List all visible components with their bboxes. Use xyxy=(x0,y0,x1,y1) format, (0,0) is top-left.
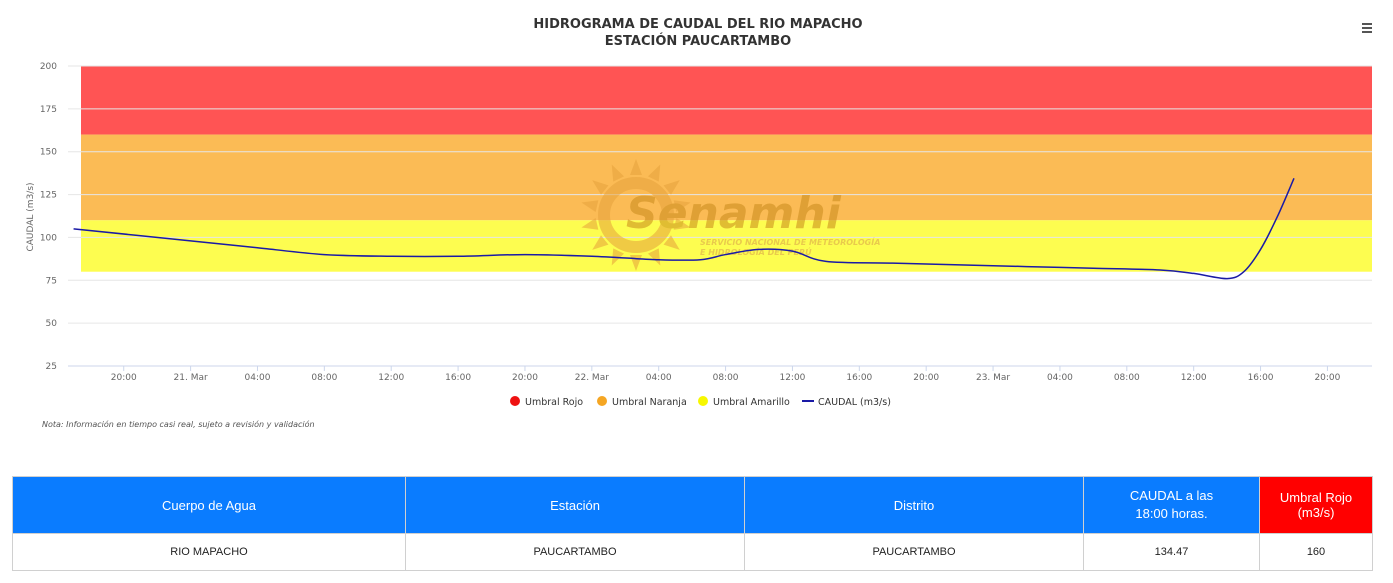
band-umbral-rojo xyxy=(81,66,1372,135)
header-caudal: CAUDAL a las 18:00 horas. xyxy=(1083,476,1260,534)
legend-item[interactable]: Umbral Naranja xyxy=(612,397,687,408)
sun-ray xyxy=(647,164,661,182)
header-caudal-line2: 18:00 horas. xyxy=(1135,506,1208,521)
hydrograph-chart: Senamhi SERVICIO NACIONAL DE METEOROLOGÍ… xyxy=(26,17,1376,429)
table-row: RIO MAPACHO PAUCARTAMBO PAUCARTAMBO 134.… xyxy=(12,533,1373,571)
chart-title: HIDROGRAMA DE CAUDAL DEL RIO MAPACHO xyxy=(533,17,862,32)
x-tick-label: 16:00 xyxy=(1248,373,1274,383)
x-tick-label: 22. Mar xyxy=(575,373,609,383)
chart-subtitle: ESTACIÓN PAUCARTAMBO xyxy=(605,33,791,49)
y-tick-label: 150 xyxy=(40,148,57,158)
watermark-line2: E HIDROLOGÍA DEL PERÚ xyxy=(700,246,812,257)
sun-ray xyxy=(611,164,625,182)
watermark-brand: Senamhi xyxy=(626,188,842,239)
x-tick-label: 20:00 xyxy=(1314,373,1340,383)
legend-item[interactable]: Umbral Amarillo xyxy=(713,397,790,408)
x-tick-label: 08:00 xyxy=(713,373,739,383)
x-axis: 20:00 21. Mar 04:00 08:00 12:00 16:00 20:00 22.… xyxy=(68,365,1372,383)
x-tick-label: 04:00 xyxy=(1047,373,1073,383)
sun-ray xyxy=(647,248,661,266)
chart-note: Nota: Información en tiempo casi real, s… xyxy=(42,419,315,429)
header-estacion: Estación xyxy=(405,476,745,534)
sun-ray xyxy=(630,159,642,175)
series-layer xyxy=(73,178,1295,280)
sun-ray xyxy=(592,180,609,195)
header-umbral-rojo: Umbral Rojo (m3/s) xyxy=(1259,476,1373,534)
sun-ray xyxy=(592,235,609,250)
y-axis: 25 50 75 100 125 150 175 200 xyxy=(40,62,57,372)
y-tick-label: 125 xyxy=(40,191,57,201)
y-tick-label: 25 xyxy=(46,362,57,372)
sun-ray xyxy=(673,200,691,212)
legend-item[interactable]: CAUDAL (m3/s) xyxy=(818,397,891,408)
table-header-row: Cuerpo de Agua Estación Distrito CAUDAL … xyxy=(12,476,1373,534)
x-tick-label: 04:00 xyxy=(245,373,271,383)
senamhi-watermark: Senamhi SERVICIO NACIONAL DE METEOROLOGÍ… xyxy=(581,159,880,271)
station-table: Cuerpo de Agua Estación Distrito CAUDAL … xyxy=(12,476,1373,571)
sun-logo-icon xyxy=(581,159,691,271)
legend-symbol-umbral-rojo xyxy=(510,396,520,406)
x-tick-label: 20:00 xyxy=(111,373,137,383)
legend-symbol-umbral-amarillo xyxy=(698,396,708,406)
y-tick-label: 175 xyxy=(40,105,57,115)
chart-legend: Umbral Rojo Umbral Naranja Umbral Amarillo… xyxy=(510,396,891,408)
sun-ray xyxy=(673,218,691,230)
x-tick-label: 12:00 xyxy=(1181,373,1207,383)
header-distrito: Distrito xyxy=(744,476,1084,534)
sun-ray xyxy=(663,180,680,195)
watermark-line1: SERVICIO NACIONAL DE METEOROLOGÍA xyxy=(700,236,880,247)
sun-ray xyxy=(663,235,680,250)
y-axis-title: CAUDAL (m3/s) xyxy=(26,182,36,251)
cell-umbral-rojo: 160 xyxy=(1259,533,1373,571)
x-tick-label: 16:00 xyxy=(445,373,471,383)
legend-symbol-umbral-naranja xyxy=(597,396,607,406)
x-tick-label: 23. Mar xyxy=(976,373,1010,383)
cell-cuerpo-de-agua: RIO MAPACHO xyxy=(12,533,406,571)
cell-distrito: PAUCARTAMBO xyxy=(744,533,1084,571)
x-tick-label: 21. Mar xyxy=(174,373,208,383)
x-tick-label: 04:00 xyxy=(646,373,672,383)
series-line-caudal xyxy=(73,178,1295,280)
threshold-bands xyxy=(81,66,1372,272)
y-tick-label: 50 xyxy=(46,319,58,329)
cell-caudal: 134.47 xyxy=(1083,533,1260,571)
header-cuerpo-de-agua: Cuerpo de Agua xyxy=(12,476,406,534)
sun-ray xyxy=(581,218,599,230)
x-tick-label: 08:00 xyxy=(1114,373,1140,383)
band-umbral-naranja xyxy=(81,134,1372,221)
cell-estacion: PAUCARTAMBO xyxy=(405,533,745,571)
band-umbral-amarillo xyxy=(81,220,1372,272)
x-tick-label: 12:00 xyxy=(378,373,404,383)
x-tick-label: 12:00 xyxy=(779,373,805,383)
y-tick-label: 100 xyxy=(40,233,57,243)
y-tick-label: 200 xyxy=(40,62,57,72)
x-tick-label: 08:00 xyxy=(311,373,337,383)
chart-svg: Senamhi SERVICIO NACIONAL DE METEOROLOGÍ… xyxy=(26,17,1372,429)
x-tick-label: 20:00 xyxy=(913,373,939,383)
header-caudal-line1: CAUDAL a las xyxy=(1129,488,1214,503)
x-tick-label: 16:00 xyxy=(846,373,872,383)
legend-item[interactable]: Umbral Rojo xyxy=(525,397,583,408)
hamburger-menu-icon[interactable] xyxy=(1358,18,1376,36)
sun-ray xyxy=(581,200,599,212)
y-tick-label: 75 xyxy=(46,276,57,286)
x-tick-label: 20:00 xyxy=(512,373,538,383)
